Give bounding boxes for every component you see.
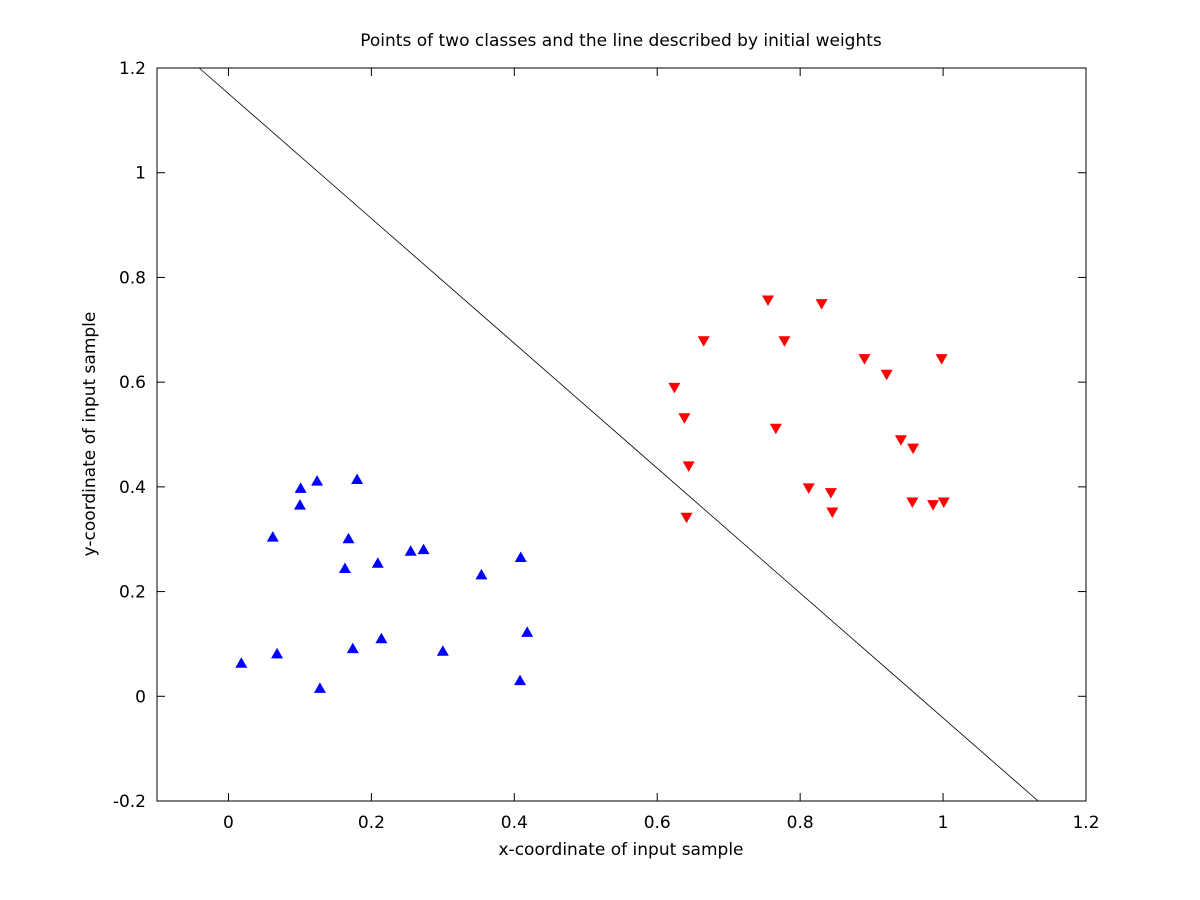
triangle-down-point bbox=[824, 488, 837, 499]
y-tick-label: 0.2 bbox=[119, 583, 146, 603]
triangle-down-point bbox=[826, 507, 839, 518]
triangle-down-point bbox=[937, 497, 950, 509]
triangle-up-point bbox=[266, 531, 279, 542]
triangle-up-point bbox=[417, 543, 430, 555]
triangle-up-point bbox=[311, 475, 324, 486]
triangle-down-point bbox=[682, 461, 695, 472]
y-tick-label: 1.2 bbox=[119, 59, 146, 79]
x-tick-label: 0.2 bbox=[358, 813, 385, 833]
x-tick-label: 1 bbox=[938, 813, 949, 833]
triangle-up-point bbox=[294, 482, 307, 493]
y-tick-label: 0.4 bbox=[119, 478, 146, 498]
plot-frame bbox=[156, 67, 1087, 802]
x-tick-label: 1.2 bbox=[1072, 813, 1099, 833]
triangle-up-point bbox=[271, 647, 284, 659]
y-tick-label: 0 bbox=[135, 687, 146, 707]
y-tick-label: 1 bbox=[135, 164, 146, 184]
decision-line bbox=[198, 67, 1039, 802]
y-axis: -0.2 0 0.2 0.4 0.6 0.8 1 1.2 bbox=[113, 59, 1086, 812]
triangle-down-point bbox=[858, 354, 871, 365]
triangle-down-point bbox=[678, 413, 691, 424]
triangle-down-point bbox=[761, 295, 774, 306]
triangle-up-point bbox=[346, 642, 359, 654]
triangle-up-point bbox=[342, 532, 355, 544]
series-1 bbox=[235, 473, 534, 693]
x-axis-title: x-coordinate of input sample bbox=[499, 840, 744, 860]
triangle-up-point bbox=[521, 626, 534, 637]
triangle-down-point bbox=[668, 382, 681, 394]
triangle-down-point bbox=[680, 512, 693, 524]
triangle-up-point bbox=[338, 562, 351, 574]
triangle-down-point bbox=[880, 369, 893, 381]
triangle-up-point bbox=[313, 682, 326, 693]
triangle-up-point bbox=[371, 557, 384, 568]
x-axis: 0 0.2 0.4 0.6 0.8 1 1.2 bbox=[223, 68, 1100, 833]
triangle-up-point bbox=[235, 657, 248, 668]
triangle-down-point bbox=[769, 423, 782, 435]
triangle-up-point bbox=[475, 568, 488, 580]
series-2 bbox=[668, 295, 950, 524]
triangle-up-point bbox=[375, 632, 388, 644]
triangle-down-point bbox=[697, 336, 710, 347]
triangle-up-point bbox=[436, 645, 449, 656]
decision-line-layer bbox=[198, 67, 1039, 802]
x-tick-label: 0.4 bbox=[501, 813, 528, 833]
triangle-up-point bbox=[514, 551, 527, 563]
y-tick-label: 0.8 bbox=[119, 268, 146, 288]
y-tick-label: -0.2 bbox=[113, 792, 146, 812]
triangle-up-point bbox=[351, 473, 364, 485]
triangle-up-point bbox=[514, 674, 527, 686]
x-tick-label: 0.6 bbox=[644, 813, 671, 833]
triangle-down-point bbox=[927, 500, 940, 511]
triangle-down-point bbox=[907, 443, 920, 455]
x-tick-label: 0.8 bbox=[787, 813, 814, 833]
plot-border bbox=[156, 67, 1087, 802]
y-axis-title: y-coordinate of input sample bbox=[80, 312, 100, 557]
triangle-up-point bbox=[293, 499, 306, 510]
triangle-down-point bbox=[935, 354, 948, 365]
triangle-down-point bbox=[778, 336, 791, 347]
chart-title: Points of two classes and the line descr… bbox=[360, 31, 882, 51]
triangle-down-point bbox=[894, 435, 907, 446]
triangle-down-point bbox=[802, 483, 815, 494]
x-tick-label: 0 bbox=[223, 813, 234, 833]
triangle-down-point bbox=[906, 497, 919, 509]
data-points-layer bbox=[235, 295, 950, 693]
y-tick-label: 0.6 bbox=[119, 373, 146, 393]
triangle-up-point bbox=[404, 545, 417, 556]
triangle-down-point bbox=[815, 299, 828, 310]
